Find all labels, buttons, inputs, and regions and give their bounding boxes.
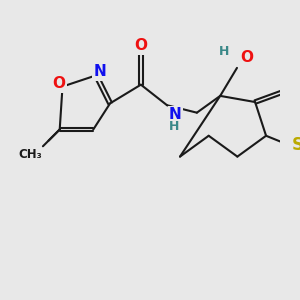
Text: H: H xyxy=(169,120,179,133)
Text: O: O xyxy=(240,50,253,65)
Text: N: N xyxy=(94,64,106,79)
Text: CH₃: CH₃ xyxy=(18,148,42,161)
Text: S: S xyxy=(292,136,300,154)
Text: O: O xyxy=(52,76,65,91)
Text: N: N xyxy=(169,107,182,122)
Text: O: O xyxy=(134,38,147,53)
Text: H: H xyxy=(219,45,229,58)
